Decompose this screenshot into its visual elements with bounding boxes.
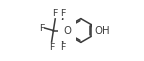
Text: F: F: [53, 9, 58, 18]
Text: OH: OH: [95, 25, 110, 36]
Text: O: O: [63, 25, 71, 36]
Text: F: F: [60, 9, 65, 18]
Text: F: F: [60, 43, 65, 52]
Text: F: F: [49, 43, 54, 52]
Text: F: F: [39, 24, 44, 33]
